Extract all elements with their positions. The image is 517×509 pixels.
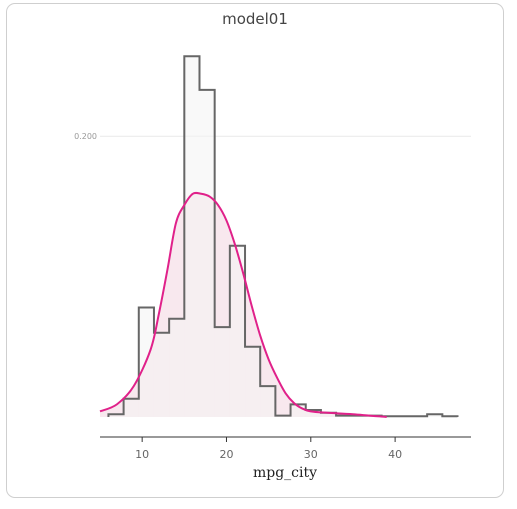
histogram-bar [427, 414, 443, 417]
histogram-bar [214, 327, 230, 417]
x-axis-label: mpg_city [253, 465, 317, 481]
histogram-bar [108, 414, 124, 417]
x-tick-label: 40 [388, 448, 402, 461]
histogram-bar [123, 398, 139, 417]
density-line-layer [99, 191, 387, 418]
histogram-bar [260, 386, 276, 417]
histogram-bar [153, 332, 170, 417]
histogram-bars [107, 55, 459, 418]
histogram-bar [245, 346, 261, 417]
histogram-outline [107, 55, 459, 418]
histogram-bar [229, 245, 246, 417]
histogram-bar [169, 318, 185, 417]
x-tick-label: 20 [219, 448, 233, 461]
y-tick-label: 0.200 [74, 132, 97, 141]
chart-title: model01 [222, 10, 288, 28]
histogram-bar [199, 89, 215, 418]
histogram-bar [305, 409, 321, 417]
x-tick-label: 10 [135, 448, 149, 461]
histogram-bar [184, 56, 200, 417]
x-tick-label: 30 [304, 448, 318, 461]
grid-layer: 0.200 [74, 132, 471, 141]
x-axis: 10 20 30 40 [100, 436, 471, 461]
histogram-bar [320, 412, 337, 417]
density-line [99, 191, 387, 418]
